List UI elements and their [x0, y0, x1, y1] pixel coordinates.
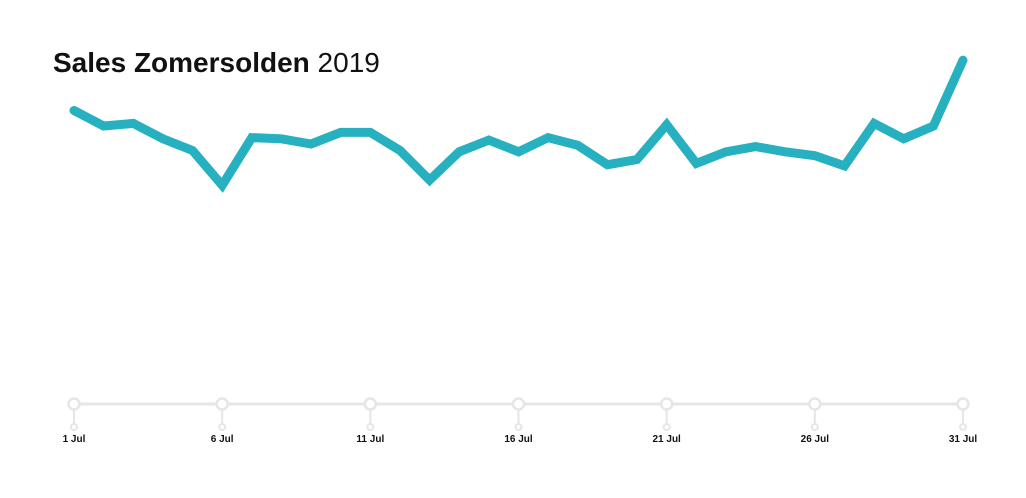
x-tick-dot: [662, 423, 671, 431]
x-tick-marker: [808, 397, 822, 411]
x-tick-dot: [810, 423, 819, 431]
x-tick-marker: [215, 397, 229, 411]
x-tick-label: 31 Jul: [949, 434, 978, 445]
chart-title-year: 2019: [317, 47, 380, 78]
x-tick-label: 16 Jul: [504, 434, 533, 445]
x-tick-label: 1 Jul: [63, 434, 86, 445]
x-tick-marker: [659, 397, 674, 411]
x-tick-label: 6 Jul: [211, 434, 234, 445]
chart-title: Sales Zomersolden 2019: [53, 47, 380, 79]
x-tick-dot: [218, 423, 227, 431]
series-line: [69, 55, 968, 193]
x-tick-marker: [511, 397, 526, 411]
x-tick-dot: [70, 423, 78, 431]
x-tick-label: 26 Jul: [801, 434, 830, 445]
x-tick-marker: [363, 397, 378, 411]
x-tick-dot: [959, 423, 967, 431]
x-tick-marker: [956, 397, 970, 411]
chart-title-main: Sales Zomersolden: [53, 47, 310, 78]
x-axis: 1 Jul 6 Jul 11 Jul 16 Jul 21 Jul 26 Jul 31 Jul: [63, 397, 978, 445]
x-tick-label: 21 Jul: [652, 434, 681, 445]
x-tick-dot: [514, 423, 523, 431]
series-layer: [69, 55, 968, 193]
x-tick-label: 11 Jul: [356, 434, 384, 445]
x-tick-marker: [67, 397, 81, 411]
x-tick-dot: [366, 423, 375, 431]
